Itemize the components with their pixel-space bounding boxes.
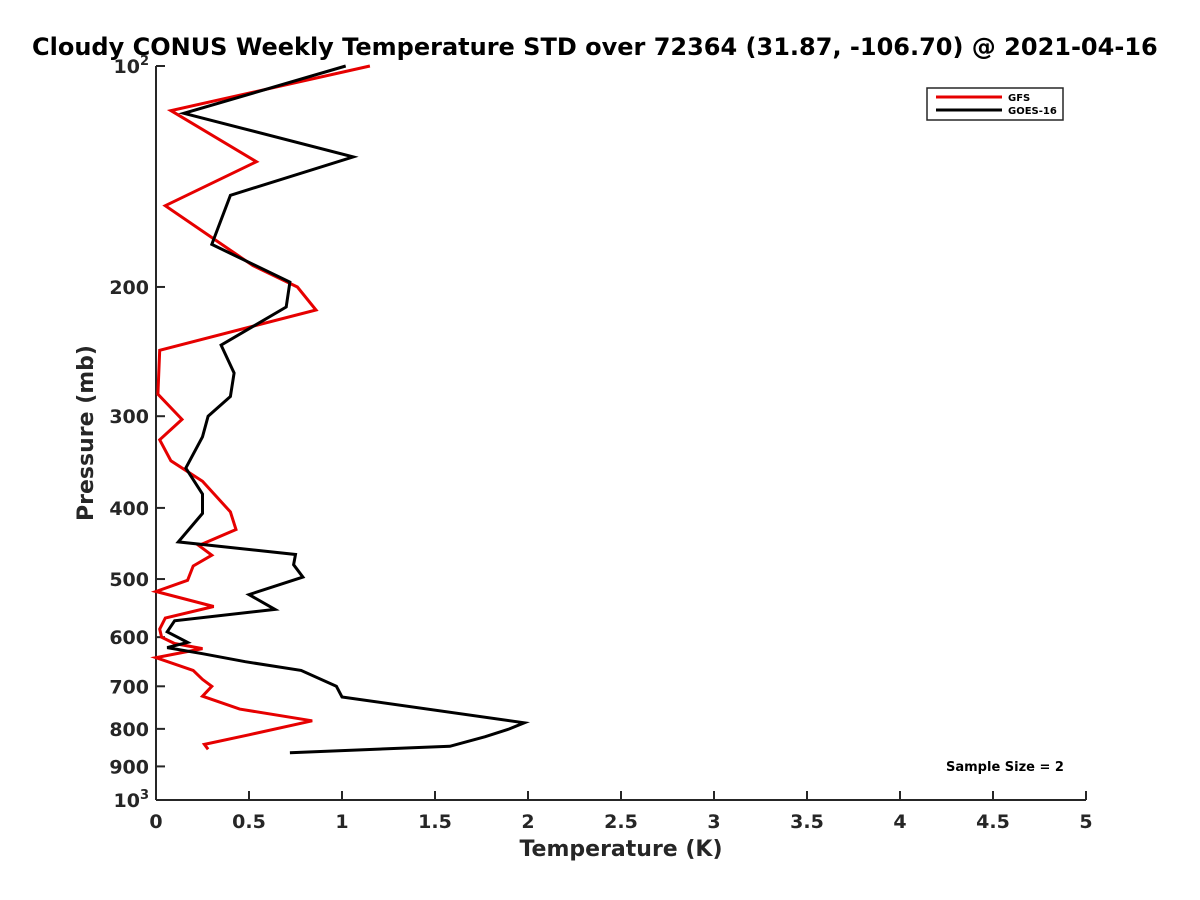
x-tick-label: 2.5 xyxy=(604,811,638,833)
series-line-gfs xyxy=(150,64,371,751)
chart-title: Cloudy CONUS Weekly Temperature STD over… xyxy=(32,33,1158,61)
y-tick-label: 200 xyxy=(109,277,149,299)
x-tick-label: 3 xyxy=(707,811,720,833)
y-tick-label: 500 xyxy=(109,569,149,591)
x-tick-label: 0 xyxy=(149,811,162,833)
x-axis-label: Temperature (K) xyxy=(519,837,722,862)
series-line-goes-16 xyxy=(165,64,530,755)
legend-label-gfs: GFS xyxy=(1008,93,1030,104)
series-group xyxy=(150,64,530,755)
y-tick-label: 103 xyxy=(114,788,150,812)
sample-size-annotation: Sample Size = 2 xyxy=(946,760,1064,775)
y-tick-label-exponent: 2 xyxy=(140,54,149,69)
x-tick-label: 4 xyxy=(893,811,906,833)
y-tick-label: 900 xyxy=(109,756,149,778)
y-tick-label: 400 xyxy=(109,498,149,520)
x-tick-label: 2 xyxy=(521,811,534,833)
y-tick-label-exponent: 3 xyxy=(140,788,149,803)
y-tick-label-base: 10 xyxy=(114,56,140,78)
y-tick-label: 800 xyxy=(109,719,149,741)
y-axis-label: Pressure (mb) xyxy=(74,345,99,521)
y-tick-label-base: 10 xyxy=(114,790,140,812)
x-ticks: 0 0.5 1 1.5 2 2.5 3 3.5 4 4.5 5 xyxy=(149,791,1093,833)
legend-label-goes-16: GOES-16 xyxy=(1008,106,1057,117)
y-tick-label: 300 xyxy=(109,406,149,428)
y-tick-label: 600 xyxy=(109,627,149,649)
x-tick-label: 5 xyxy=(1079,811,1092,833)
x-tick-label: 4.5 xyxy=(976,811,1010,833)
legend-box xyxy=(926,87,1064,121)
x-tick-label: 0.5 xyxy=(232,811,266,833)
x-tick-label: 1 xyxy=(335,811,348,833)
y-tick-label: 102 xyxy=(114,54,150,78)
x-tick-label: 1.5 xyxy=(418,811,452,833)
x-tick-label: 3.5 xyxy=(790,811,824,833)
legend: GFS GOES-16 xyxy=(926,87,1064,121)
y-tick-label: 700 xyxy=(109,676,149,698)
